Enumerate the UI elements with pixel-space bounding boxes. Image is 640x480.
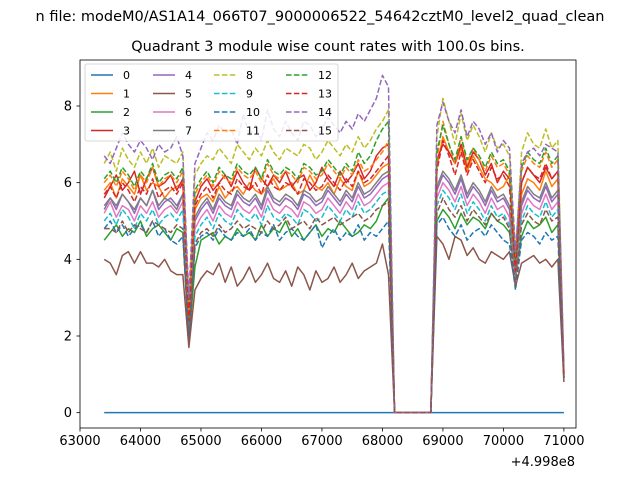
legend-label-11: 11 [246,125,260,138]
legend-label-13: 13 [318,88,332,101]
series-line-6 [103,181,565,414]
series-line-7 [103,170,565,414]
axes-frame [79,59,577,429]
x-tick-label: 69000 [422,434,463,449]
x-tick-label: 63000 [59,434,100,449]
x-tick-label: 70000 [483,434,524,449]
series-line-2 [103,197,565,414]
x-axis: 63000 64000 65000 66000 67000 68000 69000 70000… [59,428,585,449]
legend-label-15: 15 [318,125,332,138]
y-tick-label: 0 [64,406,72,421]
x-tick-label: 66000 [241,434,282,449]
series-line-5 [103,235,565,414]
y-axis: 0 2 4 6 8 [64,100,80,421]
series-line-15 [104,197,565,414]
legend-label-2: 2 [123,106,130,119]
legend-label-0: 0 [123,69,130,82]
legend-label-4: 4 [185,69,192,82]
legend-label-3: 3 [123,125,130,138]
plot-area: 63000 64000 65000 66000 67000 68000 69000 70000… [59,59,585,449]
figure-suptitle: n file: modeM0/AS1A14_066T07_9000006522_… [36,9,605,25]
legend-label-8: 8 [246,69,253,82]
chart-title: Quadrant 3 module wise count rates with … [131,39,525,55]
series-line-4 [103,174,565,414]
y-tick-label: 8 [64,100,72,115]
legend-label-12: 12 [318,69,332,82]
x-tick-label: 71000 [543,434,584,449]
series-line-12 [103,120,565,414]
x-tick-label: 64000 [120,434,161,449]
legend-label-9: 9 [246,88,253,101]
x-axis-offset-label: +4.998e8 [511,455,575,470]
x-tick-label: 68000 [362,434,403,449]
legend-label-14: 14 [318,106,332,119]
series-line-8 [103,97,565,414]
legend-label-7: 7 [185,125,192,138]
x-tick-label: 67000 [301,434,342,449]
x-tick-label: 65000 [180,434,221,449]
legend-box [84,63,339,142]
series-line-3 [103,143,565,414]
series-line-11 [103,120,565,414]
legend-label-10: 10 [246,106,260,119]
legend-label-5: 5 [185,88,192,101]
y-tick-label: 4 [64,253,72,268]
series-group [103,74,565,414]
legend-label-1: 1 [123,88,130,101]
y-tick-label: 6 [64,176,72,191]
legend-label-6: 6 [185,106,192,119]
series-line-10 [103,216,565,414]
series-line-13 [103,139,565,414]
series-line-9 [103,189,565,414]
y-tick-label: 2 [64,330,72,345]
